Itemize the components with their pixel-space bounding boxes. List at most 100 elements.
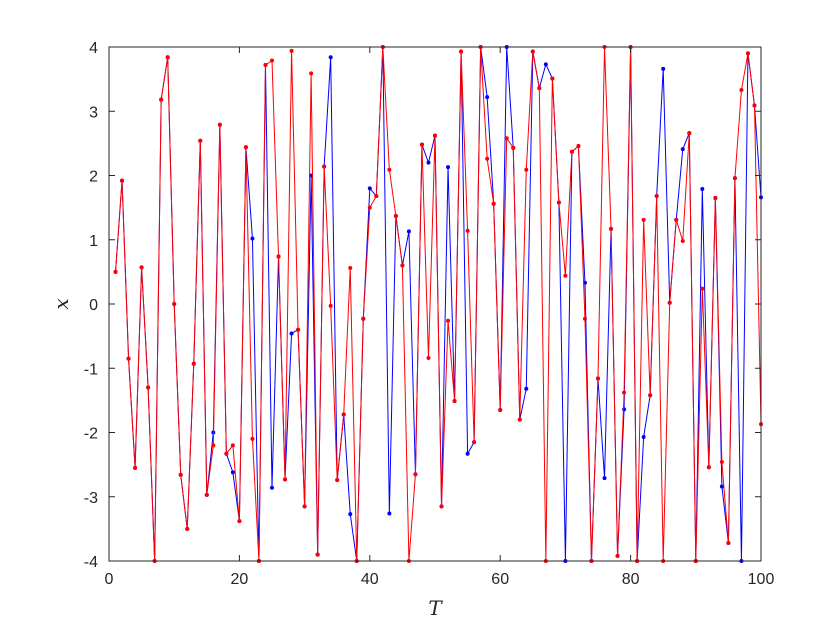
series-2-point (328, 303, 333, 308)
series-2-point (361, 316, 366, 321)
series-2-point (498, 408, 503, 413)
x-tick-label: 0 (105, 571, 114, 588)
series-2-point (191, 361, 196, 366)
series-1-point (485, 95, 490, 100)
series-1-point (700, 186, 705, 191)
x-axis-label: T (428, 596, 443, 620)
x-tick-label: 80 (622, 571, 640, 588)
series-2-point (224, 451, 229, 456)
series-2-point (139, 265, 144, 270)
series-2-point (243, 145, 248, 150)
series-2-point (615, 553, 620, 558)
series-2-point (524, 167, 529, 172)
series-1-point (348, 512, 353, 517)
series-2-point (178, 472, 183, 477)
series-2-point (426, 355, 431, 360)
series-2-point (726, 541, 731, 546)
series-1-point (289, 331, 294, 336)
series-2-point (289, 48, 294, 53)
series-2-point (439, 504, 444, 509)
series-2-point (719, 460, 724, 465)
series-2-point (237, 519, 242, 524)
series-2-point (172, 302, 177, 306)
series-1-point (426, 160, 431, 165)
series-2-point (270, 58, 274, 63)
series-2-point (413, 472, 418, 477)
series-2-point (582, 316, 587, 321)
series-2-point (165, 55, 170, 60)
series-2-point (341, 412, 346, 417)
series-2-point (517, 417, 522, 422)
series-1-point (524, 386, 529, 391)
plot-area (109, 47, 761, 561)
series-2-point (654, 194, 659, 199)
series-2-point (204, 492, 209, 497)
y-tick-label: 0 (89, 297, 98, 314)
series-1-point (661, 66, 666, 71)
series-2-point (393, 213, 398, 218)
x-tick-label: 40 (361, 571, 379, 588)
series-2-point (641, 217, 646, 222)
series-2-point (452, 399, 457, 404)
series-1-point (719, 484, 724, 489)
series-2-point (556, 200, 561, 205)
series-2-point (596, 376, 600, 381)
series-1-point (230, 470, 235, 475)
series-2-point (667, 300, 672, 305)
series-2-point (322, 164, 327, 169)
series-2-point (283, 477, 288, 482)
series-2-point (491, 201, 496, 206)
series-2-point (185, 526, 190, 531)
series-2-point (745, 51, 750, 56)
series-2-point (569, 149, 574, 154)
series-2-point (485, 156, 490, 161)
y-tick-label: -2 (84, 426, 98, 443)
series-1-point (328, 55, 333, 60)
series-2-point (687, 131, 692, 136)
y-tick-label: 1 (89, 233, 98, 250)
series-2-point (335, 478, 340, 483)
series-2-point (302, 504, 307, 509)
series-2-point (367, 205, 372, 210)
series-2-point (387, 167, 392, 172)
series-1-point (602, 476, 607, 481)
y-tick-label: -1 (84, 361, 98, 378)
x-tick-label: 100 (748, 571, 775, 588)
x-tick-label: 20 (231, 571, 249, 588)
series-2-point (374, 194, 379, 199)
series-2-point (648, 393, 653, 398)
series-2-point (159, 97, 164, 102)
y-tick-label: 2 (89, 169, 98, 186)
series-2-point (700, 286, 705, 291)
series-2-point (296, 327, 301, 332)
series-2-point (550, 76, 555, 81)
series-2-point (713, 195, 718, 200)
series-2-point (315, 552, 320, 557)
series-1-point (367, 186, 372, 191)
series-2-point (609, 226, 614, 231)
y-tick-label: 4 (89, 40, 98, 57)
ticks-layer: 0 20 40 60 80 100 -4 -3 -2 -1 0 1 2 3 4 (84, 40, 775, 588)
series-2-point (348, 266, 353, 271)
series-1-point (446, 165, 451, 170)
series-1-point (465, 451, 470, 456)
series-2-point (250, 436, 255, 441)
series-2-point (576, 143, 581, 148)
series-2-point (419, 142, 424, 147)
series-2-point (133, 465, 138, 470)
y-tick-label: -4 (84, 554, 98, 571)
series-2-point (217, 122, 222, 127)
series-1-point (270, 485, 274, 490)
series-1-point (250, 236, 255, 241)
series-1-point (622, 407, 627, 412)
series-2-point (732, 176, 737, 181)
series-2-point (126, 356, 131, 361)
y-tick-label: 3 (89, 104, 98, 121)
series-2-point (276, 254, 281, 259)
series-1-point (406, 229, 411, 234)
series-1-point (680, 147, 685, 152)
series-2-point (309, 71, 314, 76)
y-tick-label: -3 (84, 490, 98, 507)
series-2-point (465, 228, 470, 233)
